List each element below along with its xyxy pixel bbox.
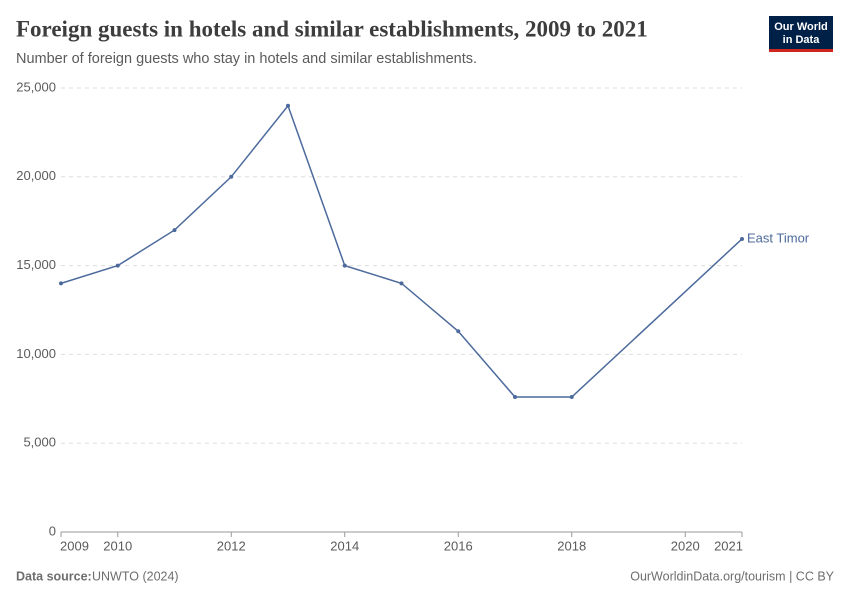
x-tick-label: 2014: [330, 538, 359, 553]
point: [456, 329, 461, 334]
chart-title: Foreign guests in hotels and similar est…: [16, 16, 648, 41]
logo[interactable]: Our World in Data: [769, 16, 833, 52]
source-label: Data source:: [16, 569, 92, 583]
point: [229, 174, 234, 179]
y-tick-label: 25,000: [16, 79, 56, 94]
x-tick-label: 2010: [103, 538, 132, 553]
x-tick-label: 2012: [217, 538, 246, 553]
point: [59, 281, 63, 286]
x-tick-label: 2018: [557, 538, 586, 553]
logo-box: [769, 16, 833, 50]
y-tick-label: 5,000: [23, 435, 56, 450]
point: [342, 263, 347, 268]
point: [569, 395, 574, 400]
point: [513, 395, 517, 400]
source: UNWTO (2024): [92, 569, 179, 583]
point: [740, 236, 744, 241]
y-tick-label: 10,000: [16, 346, 56, 361]
chart-subtitle: Number of foreign guests who stay in hot…: [16, 51, 477, 67]
point: [172, 228, 177, 233]
x-tick-label: 2020: [671, 538, 700, 553]
point: [115, 263, 120, 268]
y-tick-label: 0: [49, 523, 56, 538]
logo-text: in Data: [783, 34, 821, 46]
y-tick-label: 20,000: [16, 168, 56, 183]
footer-link[interactable]: OurWorldinData.org/tourism | CC BY: [630, 569, 834, 583]
series-label: East Timor: [747, 230, 810, 245]
logo-text: Our World: [774, 21, 828, 33]
point: [399, 281, 404, 286]
x-tick-label: 2021: [714, 538, 743, 553]
point: [286, 103, 290, 108]
x-tick-label: 2009: [60, 538, 89, 553]
x-tick-label: 2016: [444, 538, 473, 553]
series-line: [60, 104, 743, 398]
logo-bar: [769, 49, 833, 52]
y-tick-label: 15,000: [16, 257, 56, 272]
